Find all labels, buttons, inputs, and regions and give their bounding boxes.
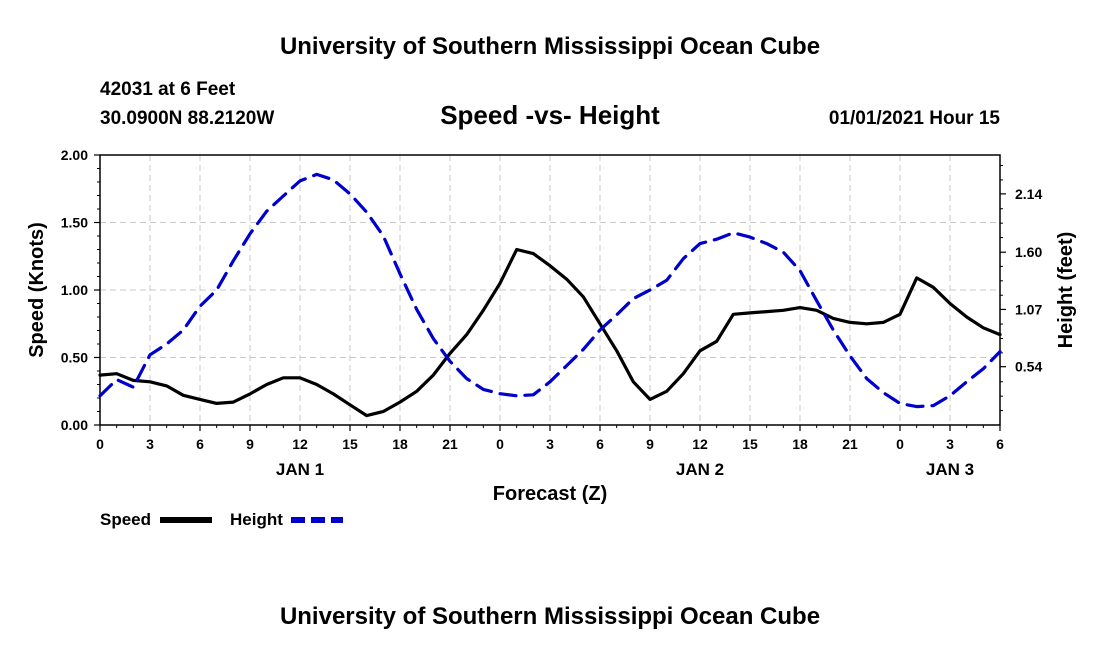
axis-ticks: 0 3 6 9 12 15 18 21 0 3 6 9 12 15 18 21 0 3 6 0.00 0.50 1.00 1…: [61, 147, 1043, 479]
x-tick-label: 21: [442, 436, 458, 452]
x-tick-label: 6: [596, 436, 604, 452]
y-tick-label: 0.50: [61, 350, 88, 366]
x-tick-label: 12: [692, 436, 708, 452]
y-tick-label: 0.00: [61, 417, 88, 433]
y2-tick-label: 1.07: [1015, 301, 1042, 317]
chart-title: Speed -vs- Height: [440, 100, 660, 130]
x-tick-label: 3: [146, 436, 154, 452]
x-tick-label: 15: [342, 436, 358, 452]
x-tick-label: 0: [496, 436, 504, 452]
x-axis-label: Forecast (Z): [493, 483, 607, 505]
bottom-title: University of Southern Mississippi Ocean…: [280, 603, 820, 630]
x-tick-label: 18: [392, 436, 408, 452]
x-tick-label: 6: [196, 436, 204, 452]
x-tick-label: 3: [946, 436, 954, 452]
height-series-line: [98, 172, 1002, 409]
day-label: JAN 1: [276, 460, 324, 479]
x-tick-label: 9: [246, 436, 254, 452]
legend-height-label: Height: [230, 510, 283, 529]
x-tick-label: 0: [896, 436, 904, 452]
y2-tick-label: 1.60: [1015, 244, 1042, 260]
x-tick-label: 21: [842, 436, 858, 452]
speed-series-line: [98, 247, 1002, 418]
y-tick-label: 2.00: [61, 147, 88, 163]
day-label: JAN 3: [926, 460, 974, 479]
x-tick-label: 12: [292, 436, 308, 452]
location-label: 30.0900N 88.2120W: [100, 108, 274, 129]
y2-axis-label: Height (feet): [1055, 232, 1077, 349]
day-label: JAN 2: [676, 460, 724, 479]
grid: [100, 155, 1000, 425]
x-tick-label: 0: [96, 436, 104, 452]
y2-tick-label: 0.54: [1015, 359, 1042, 375]
y-tick-label: 1.50: [61, 215, 88, 231]
x-tick-label: 15: [742, 436, 758, 452]
x-tick-label: 3: [546, 436, 554, 452]
y-tick-label: 1.00: [61, 282, 88, 298]
x-tick-label: 6: [996, 436, 1004, 452]
y2-tick-label: 2.14: [1015, 186, 1042, 202]
x-tick-label: 9: [646, 436, 654, 452]
series: [98, 172, 1002, 418]
legend-speed-label: Speed: [100, 510, 151, 529]
top-title: University of Southern Mississippi Ocean…: [280, 33, 820, 60]
x-tick-label: 18: [792, 436, 808, 452]
station-label: 42031 at 6 Feet: [100, 79, 236, 100]
y-axis-label: Speed (Knots): [26, 222, 48, 358]
date-label: 01/01/2021 Hour 15: [829, 108, 1001, 129]
legend: Speed Height: [100, 510, 343, 529]
